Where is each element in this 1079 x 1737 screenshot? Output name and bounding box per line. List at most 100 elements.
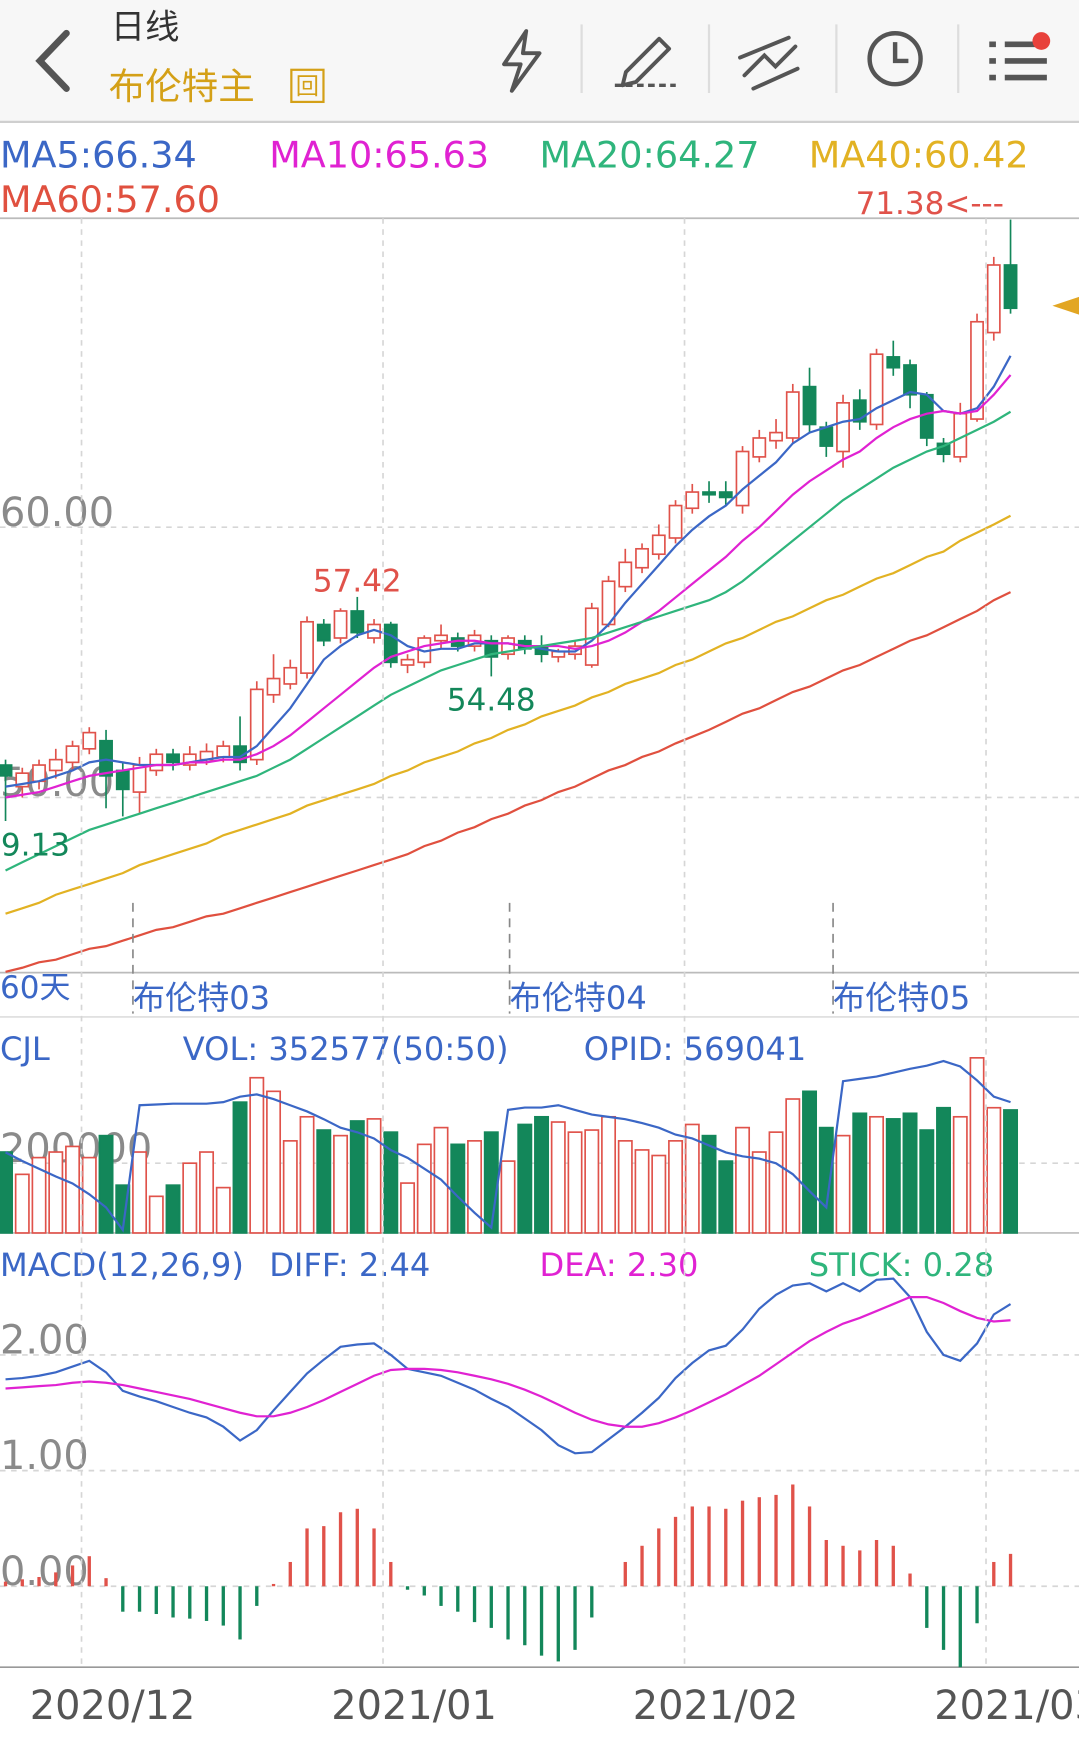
candle-body <box>48 758 63 772</box>
volume-bar <box>500 1160 516 1234</box>
candle-body <box>836 402 850 453</box>
candle-body <box>266 677 281 696</box>
macd-stick <box>724 1508 728 1587</box>
volume-bar <box>735 1126 751 1234</box>
legend-entry: MA20:64.27 <box>539 134 759 177</box>
volume-bar <box>617 1140 633 1234</box>
macd-stick <box>774 1494 778 1587</box>
extreme-label: 71.38<--- <box>856 186 1004 222</box>
volume-bar <box>366 1118 382 1234</box>
volume-bar <box>1003 1109 1019 1234</box>
macd-stick <box>841 1545 845 1587</box>
menu-icon[interactable] <box>989 41 1047 81</box>
notification-dot <box>1032 32 1051 50</box>
candle-body <box>903 364 917 396</box>
flash-icon[interactable] <box>502 29 542 93</box>
candle-body <box>668 504 683 539</box>
legend-entry: MA10:65.63 <box>269 134 489 177</box>
volume-bar <box>601 1115 617 1234</box>
volume-bar <box>48 1151 64 1234</box>
volume-bar <box>701 1134 717 1234</box>
candle-body <box>635 547 649 569</box>
candle-body <box>115 769 130 791</box>
candle-body <box>182 753 197 766</box>
volume-bar <box>534 1115 550 1234</box>
volume-bar <box>802 1090 818 1234</box>
macd-stick <box>740 1500 745 1587</box>
volume-bar <box>651 1154 667 1234</box>
candle-body <box>819 426 834 447</box>
volume-bar <box>232 1101 248 1234</box>
back-button[interactable] <box>35 29 70 92</box>
candle-body <box>149 753 164 772</box>
volume-bar <box>567 1131 583 1234</box>
candle-body <box>300 620 314 674</box>
clock-hands <box>892 42 909 64</box>
macd-stick <box>456 1586 460 1612</box>
macd-stick <box>958 1586 962 1668</box>
legend-entry: MA5:66.34 <box>0 134 197 177</box>
volume-bar <box>165 1184 181 1234</box>
extreme-label: 49.13 <box>0 827 70 863</box>
macd-stick <box>255 1586 259 1606</box>
macd-stick <box>506 1586 510 1640</box>
macd-stick <box>3 1581 8 1587</box>
candle-body <box>752 437 767 458</box>
macd-stick <box>288 1561 292 1587</box>
macd-stick <box>824 1539 828 1587</box>
macd-stick <box>37 1577 41 1587</box>
macd-stick <box>791 1484 795 1587</box>
volume-bar <box>768 1131 784 1234</box>
macd-stick <box>355 1508 359 1587</box>
macd-stick <box>690 1506 694 1587</box>
macd-line <box>5 1295 1011 1428</box>
candle-body <box>82 731 97 750</box>
macd-stick <box>707 1506 711 1587</box>
ma-line <box>5 410 1012 872</box>
volume-bar <box>902 1112 918 1234</box>
macd-stick <box>673 1516 678 1587</box>
macd-stick <box>137 1586 142 1612</box>
volume-bar <box>333 1134 349 1234</box>
macd-stick <box>1008 1553 1013 1587</box>
y-tick-label: 2.00 <box>0 1318 89 1364</box>
macd-stick <box>489 1586 493 1628</box>
volume-bar <box>634 1149 650 1234</box>
extreme-label: 54.48 <box>447 683 536 719</box>
candle-body <box>166 753 180 764</box>
macd-stick <box>439 1586 443 1606</box>
macd-stick <box>405 1586 410 1590</box>
ma-line <box>5 591 1012 973</box>
volume-bar <box>383 1131 399 1234</box>
macd-stick <box>623 1561 627 1587</box>
instrument-title[interactable]: 布伦特主 <box>109 65 255 108</box>
legend-entry: MA40:60.42 <box>809 134 1029 177</box>
clock-icon[interactable] <box>867 31 923 87</box>
switch-icon[interactable]: 回 <box>296 73 319 100</box>
macd-stick <box>992 1561 996 1587</box>
candle-body <box>785 391 800 439</box>
macd-stick <box>322 1526 326 1587</box>
macd-stick <box>271 1583 276 1587</box>
ma-line <box>5 514 1012 915</box>
contract-label: 布伦特05 <box>833 979 970 1017</box>
volume-bar <box>517 1123 533 1234</box>
switch-box[interactable] <box>290 68 325 104</box>
candle-body <box>718 491 733 499</box>
legend-entry: DIFF: 2.44 <box>269 1246 430 1284</box>
macd-stick <box>221 1586 225 1626</box>
macd-stick <box>573 1586 577 1650</box>
candle-body <box>400 658 415 666</box>
macd-stick <box>154 1586 158 1615</box>
x-tick-label: 2021/03 <box>934 1683 1079 1729</box>
draw-icon[interactable] <box>620 36 672 88</box>
macd-stick <box>104 1578 108 1587</box>
macd-line <box>5 1277 1012 1455</box>
indicator-icon[interactable] <box>738 35 800 91</box>
volume-bar <box>199 1151 215 1234</box>
macd-stick <box>54 1572 58 1587</box>
candle-body <box>869 353 884 426</box>
volume-bar <box>936 1106 952 1234</box>
y-tick-label: 0.00 <box>0 1549 89 1595</box>
volume-bar <box>400 1182 416 1234</box>
